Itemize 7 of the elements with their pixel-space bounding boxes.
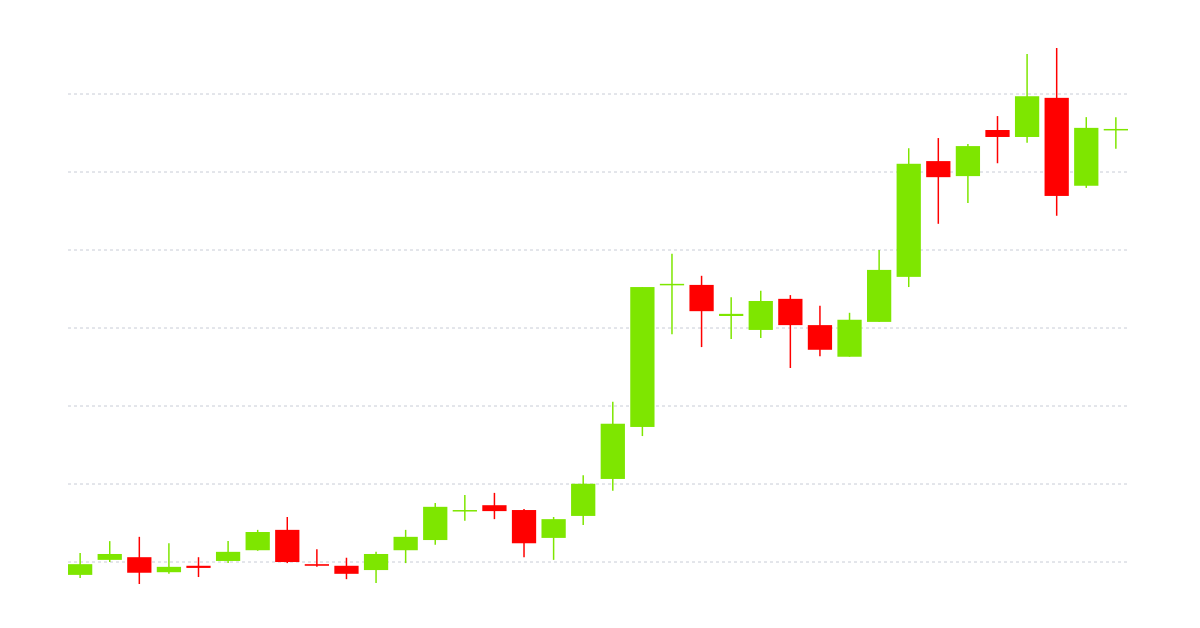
candlestick [186,556,211,578]
candlestick [482,492,507,520]
candlestick [304,548,329,568]
candlestick [156,542,182,575]
candlestick [452,494,477,522]
candlestick [719,296,744,340]
candlestick [985,115,1010,164]
